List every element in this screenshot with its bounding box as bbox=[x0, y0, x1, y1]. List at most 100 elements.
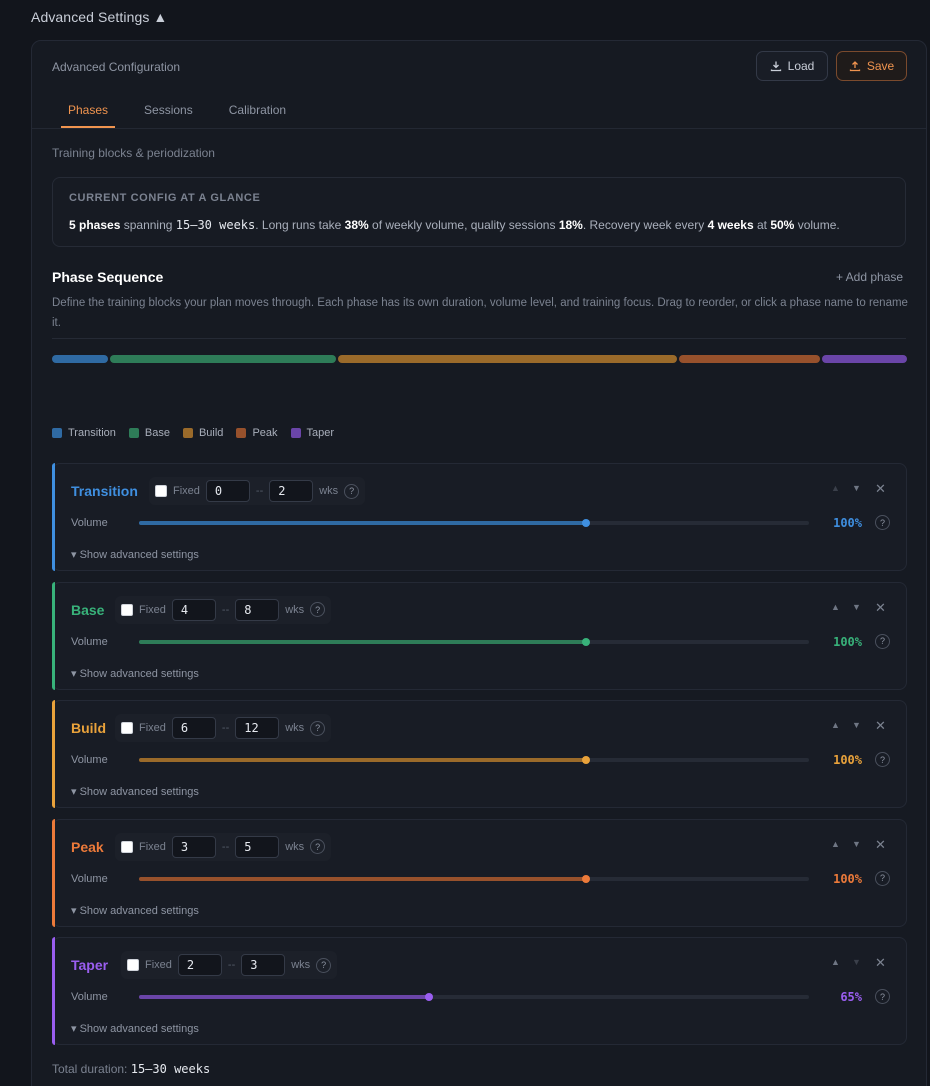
volume-slider[interactable] bbox=[139, 637, 809, 646]
fixed-checkbox[interactable] bbox=[127, 959, 139, 971]
move-down-icon[interactable]: ▼ bbox=[852, 483, 861, 493]
phase-name[interactable]: Transition bbox=[71, 483, 138, 499]
show-advanced-settings-toggle[interactable]: ▾ Show advanced settings bbox=[71, 904, 199, 917]
load-button[interactable]: Load bbox=[756, 51, 828, 81]
help-icon[interactable]: ? bbox=[875, 870, 890, 886]
phase-sequence-description: Define the training blocks your plan mov… bbox=[52, 297, 908, 329]
duration-group: Fixed 6 -- 12 wks ? bbox=[115, 714, 332, 742]
phase-card-peak[interactable]: Peak Fixed 3 -- 5 wks ? ▲ ▼ ✕ Volume 100… bbox=[52, 818, 907, 927]
phase-name[interactable]: Peak bbox=[71, 838, 104, 855]
remove-phase-icon[interactable]: ✕ bbox=[875, 599, 886, 615]
fixed-checkbox[interactable] bbox=[121, 722, 133, 734]
move-down-icon[interactable]: ▼ bbox=[852, 720, 861, 730]
range-separator: -- bbox=[221, 603, 230, 616]
timeline-segment-build[interactable] bbox=[338, 355, 678, 363]
move-down-icon: ▼ bbox=[852, 957, 861, 967]
volume-slider-thumb[interactable] bbox=[581, 637, 590, 646]
weeks-unit: wks bbox=[319, 485, 339, 497]
move-up-icon[interactable]: ▲ bbox=[831, 838, 840, 849]
advanced-settings-label: Show advanced settings bbox=[79, 667, 199, 680]
tab-phases[interactable]: Phases bbox=[61, 95, 116, 128]
move-down-icon[interactable]: ▼ bbox=[852, 601, 861, 612]
tab-bar: Phases Sessions Calibration bbox=[61, 95, 315, 128]
min-weeks-input[interactable]: 4 bbox=[171, 598, 216, 621]
move-up-icon[interactable]: ▲ bbox=[831, 601, 840, 612]
show-advanced-settings-toggle[interactable]: ▾ Show advanced settings bbox=[71, 1022, 199, 1035]
legend-label: Peak bbox=[252, 427, 278, 439]
phase-name[interactable]: Taper bbox=[71, 957, 109, 973]
max-weeks-input[interactable]: 12 bbox=[235, 717, 280, 739]
volume-slider[interactable] bbox=[139, 874, 809, 883]
phase-card-base[interactable]: Base Fixed 4 -- 8 wks ? ▲ ▼ ✕ Volume 100… bbox=[52, 581, 907, 690]
show-advanced-settings-toggle[interactable]: ▾ Show advanced settings bbox=[71, 667, 199, 680]
add-phase-button[interactable]: + Add phase bbox=[836, 270, 904, 284]
tab-calibration[interactable]: Calibration bbox=[228, 103, 287, 117]
fixed-checkbox[interactable] bbox=[155, 485, 167, 497]
timeline-segment-taper[interactable] bbox=[822, 355, 907, 363]
move-down-icon[interactable]: ▼ bbox=[852, 838, 861, 849]
min-weeks-input[interactable]: 0 bbox=[205, 480, 250, 502]
volume-slider[interactable] bbox=[139, 756, 809, 764]
fixed-label: Fixed bbox=[145, 959, 172, 971]
advanced-settings-toggle[interactable]: Advanced Settings ▲ bbox=[31, 9, 168, 25]
fixed-label: Fixed bbox=[139, 603, 166, 616]
min-weeks-input[interactable]: 6 bbox=[171, 717, 216, 739]
volume-slider-thumb[interactable] bbox=[425, 993, 434, 1001]
volume-slider-thumb[interactable] bbox=[581, 519, 590, 527]
remove-phase-icon[interactable]: ✕ bbox=[875, 836, 886, 852]
min-weeks-input[interactable]: 3 bbox=[171, 835, 216, 858]
remove-phase-icon[interactable]: ✕ bbox=[875, 955, 886, 970]
volume-slider-thumb[interactable] bbox=[581, 874, 590, 883]
phase-name[interactable]: Build bbox=[71, 720, 106, 736]
help-icon[interactable]: ? bbox=[310, 720, 326, 736]
help-icon[interactable]: ? bbox=[316, 957, 332, 973]
remove-phase-icon[interactable]: ✕ bbox=[875, 718, 886, 733]
help-icon[interactable]: ? bbox=[875, 752, 890, 767]
save-button[interactable]: Save bbox=[836, 51, 907, 81]
tab-sessions[interactable]: Sessions bbox=[144, 103, 193, 117]
legend-swatch bbox=[290, 428, 301, 438]
glance-text: . Long runs take bbox=[255, 218, 342, 232]
volume-slider[interactable] bbox=[139, 519, 809, 527]
show-advanced-settings-toggle[interactable]: ▾ Show advanced settings bbox=[71, 548, 199, 561]
fixed-checkbox[interactable] bbox=[121, 603, 133, 616]
timeline-segment-peak[interactable] bbox=[679, 355, 821, 363]
timeline-segment-base[interactable] bbox=[110, 355, 337, 363]
glance-summary: 5 phases spanning 15–30 weeks. Long runs… bbox=[69, 218, 840, 232]
show-advanced-settings-toggle[interactable]: ▾ Show advanced settings bbox=[71, 785, 199, 798]
phase-card-taper[interactable]: Taper Fixed 2 -- 3 wks ? ▲ ▼ ✕ Volume 65… bbox=[52, 937, 907, 1045]
phase-accent-bar bbox=[52, 700, 55, 808]
move-up-icon[interactable]: ▲ bbox=[831, 957, 840, 967]
legend-swatch bbox=[182, 428, 193, 438]
volume-label: Volume bbox=[71, 991, 108, 1003]
help-icon[interactable]: ? bbox=[875, 515, 890, 530]
save-label: Save bbox=[866, 59, 895, 73]
help-icon[interactable]: ? bbox=[875, 633, 890, 649]
phase-card-build[interactable]: Build Fixed 6 -- 12 wks ? ▲ ▼ ✕ Volume 1… bbox=[52, 700, 907, 808]
fixed-checkbox[interactable] bbox=[121, 840, 133, 853]
max-weeks-input[interactable]: 5 bbox=[235, 835, 280, 858]
volume-slider-thumb[interactable] bbox=[581, 756, 590, 764]
timeline-segment-transition[interactable] bbox=[52, 355, 109, 363]
glance-long-runs-pct: 38% bbox=[344, 218, 369, 232]
help-icon[interactable]: ? bbox=[310, 602, 326, 617]
advanced-settings-label: Show advanced settings bbox=[79, 1023, 199, 1035]
phase-timeline[interactable] bbox=[52, 355, 907, 363]
max-weeks-input[interactable]: 3 bbox=[241, 954, 286, 976]
phase-card-transition[interactable]: Transition Fixed 0 -- 2 wks ? ▲ ▼ ✕ Volu… bbox=[52, 463, 907, 571]
range-separator: -- bbox=[227, 959, 236, 971]
help-icon[interactable]: ? bbox=[344, 483, 360, 499]
caret-down-icon: ▾ bbox=[71, 549, 77, 561]
weeks-unit: wks bbox=[291, 959, 311, 971]
volume-slider[interactable] bbox=[139, 993, 809, 1001]
min-weeks-input[interactable]: 2 bbox=[177, 954, 222, 976]
range-separator: -- bbox=[221, 840, 230, 853]
max-weeks-input[interactable]: 2 bbox=[269, 480, 314, 502]
help-icon[interactable]: ? bbox=[310, 839, 326, 854]
help-icon[interactable]: ? bbox=[875, 989, 890, 1004]
remove-phase-icon[interactable]: ✕ bbox=[875, 481, 886, 496]
move-up-icon[interactable]: ▲ bbox=[831, 720, 840, 730]
max-weeks-input[interactable]: 8 bbox=[235, 598, 280, 621]
phase-name[interactable]: Base bbox=[71, 601, 105, 618]
legend-label: Transition bbox=[68, 427, 116, 439]
